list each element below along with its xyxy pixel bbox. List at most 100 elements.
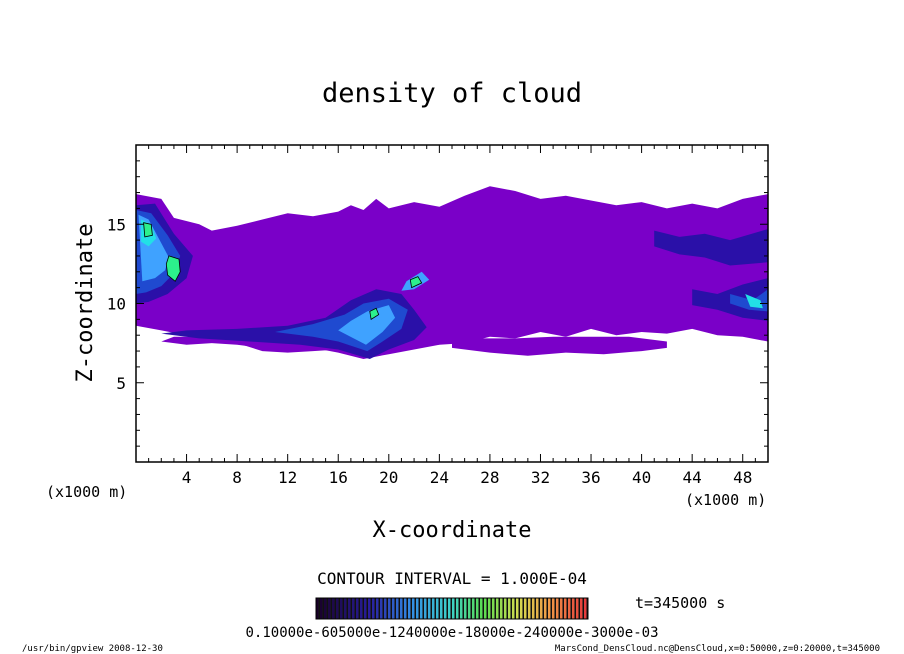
colorbar-swatch <box>396 598 399 619</box>
colorbar-swatch <box>484 598 487 619</box>
x-axis-title: X-coordinate <box>373 518 532 543</box>
colorbar-swatch <box>528 598 531 619</box>
colorbar-separator <box>522 598 524 619</box>
colorbar-separator <box>358 598 360 619</box>
colorbar-separator <box>530 598 532 619</box>
x-tick-label: 8 <box>232 468 242 487</box>
colorbar-swatch <box>540 598 543 619</box>
colorbar-separator <box>326 598 328 619</box>
footer-left: /usr/bin/gpview 2008-12-30 <box>22 644 163 654</box>
colorbar-separator <box>542 598 544 619</box>
colorbar-swatch <box>468 598 471 619</box>
colorbar-swatch <box>512 598 515 619</box>
colorbar-separator <box>366 598 368 619</box>
density-region-level-4 <box>745 294 763 309</box>
colorbar-swatch <box>448 598 451 619</box>
colorbar-separator <box>322 598 324 619</box>
y-axis-title: Z-coordinate <box>73 224 98 383</box>
x-tick-label: 44 <box>683 468 702 487</box>
colorbar-swatch <box>440 598 443 619</box>
colorbar-swatch <box>344 598 347 619</box>
colorbar-swatch <box>480 598 483 619</box>
colorbar-swatch <box>352 598 355 619</box>
colorbar-separator <box>466 598 468 619</box>
colorbar-separator <box>382 598 384 619</box>
colorbar-separator <box>458 598 460 619</box>
chart-title: density of cloud <box>322 78 582 109</box>
colorbar-separator <box>438 598 440 619</box>
colorbar-swatch <box>332 598 335 619</box>
colorbar-separator <box>346 598 348 619</box>
colorbar-swatch <box>456 598 459 619</box>
colorbar-swatch <box>472 598 475 619</box>
colorbar-separator <box>558 598 560 619</box>
colorbar-swatch <box>460 598 463 619</box>
colorbar-swatch <box>524 598 527 619</box>
colorbar-tick-labels: 0.10000e-605000e-1240000e-18000e-240000e… <box>245 625 658 641</box>
x-tick-label: 16 <box>329 468 348 487</box>
y-tick-label: 5 <box>116 374 126 393</box>
density-region-level-0 <box>452 336 667 356</box>
density-region-level-5 <box>369 307 380 321</box>
contour-interval-label: CONTOUR INTERVAL = 1.000E-04 <box>317 569 587 588</box>
colorbar-separator <box>518 598 520 619</box>
colorbar-separator <box>422 598 424 619</box>
x-tick-label: 28 <box>480 468 499 487</box>
colorbar-separator <box>482 598 484 619</box>
colorbar-separator <box>586 598 588 619</box>
colorbar-swatch <box>328 598 331 619</box>
x-tick-label: 24 <box>430 468 449 487</box>
colorbar-swatch <box>544 598 547 619</box>
colorbar-separator <box>526 598 528 619</box>
colorbar-swatch <box>564 598 567 619</box>
colorbar-swatch <box>428 598 431 619</box>
x-tick-label: 32 <box>531 468 550 487</box>
colorbar-swatch <box>348 598 351 619</box>
colorbar-swatch <box>360 598 363 619</box>
colorbar-swatch <box>520 598 523 619</box>
x-tick-labels: 4 8 12 16 20 24 28 32 36 40 44 48 <box>182 468 753 487</box>
colorbar-swatch <box>368 598 371 619</box>
colorbar-swatch <box>476 598 479 619</box>
colorbar-separator <box>510 598 512 619</box>
colorbar-separator <box>490 598 492 619</box>
colorbar-swatch <box>416 598 419 619</box>
axis-ticks <box>135 144 769 463</box>
colorbar-separator <box>474 598 476 619</box>
colorbar-swatch <box>556 598 559 619</box>
colorbar <box>316 598 588 619</box>
colorbar-separator <box>426 598 428 619</box>
colorbar-swatch <box>572 598 575 619</box>
colorbar-separator <box>370 598 372 619</box>
colorbar-separator <box>410 598 412 619</box>
colorbar-separator <box>442 598 444 619</box>
time-label: t=345000 s <box>635 594 725 612</box>
colorbar-swatch <box>492 598 495 619</box>
colorbar-swatch <box>412 598 415 619</box>
colorbar-swatch <box>496 598 499 619</box>
x-tick-label: 40 <box>632 468 651 487</box>
colorbar-swatch <box>436 598 439 619</box>
colorbar-swatch <box>576 598 579 619</box>
colorbar-separator <box>390 598 392 619</box>
x-unit-label: (x1000 m) <box>685 491 766 509</box>
colorbar-swatch <box>364 598 367 619</box>
density-region-level-5 <box>165 255 181 282</box>
colorbar-separator <box>574 598 576 619</box>
colorbar-separator <box>506 598 508 619</box>
colorbar-separator <box>454 598 456 619</box>
colorbar-swatch <box>420 598 423 619</box>
colorbar-swatch <box>376 598 379 619</box>
colorbar-separator <box>398 598 400 619</box>
colorbar-separator <box>478 598 480 619</box>
x-tick-label: 36 <box>581 468 600 487</box>
colorbar-frame <box>315 597 589 620</box>
colorbar-separator <box>374 598 376 619</box>
colorbar-separator <box>362 598 364 619</box>
colorbar-separator <box>554 598 556 619</box>
colorbar-separator <box>566 598 568 619</box>
colorbar-separator <box>450 598 452 619</box>
colorbar-separator <box>562 598 564 619</box>
colorbar-swatch <box>340 598 343 619</box>
